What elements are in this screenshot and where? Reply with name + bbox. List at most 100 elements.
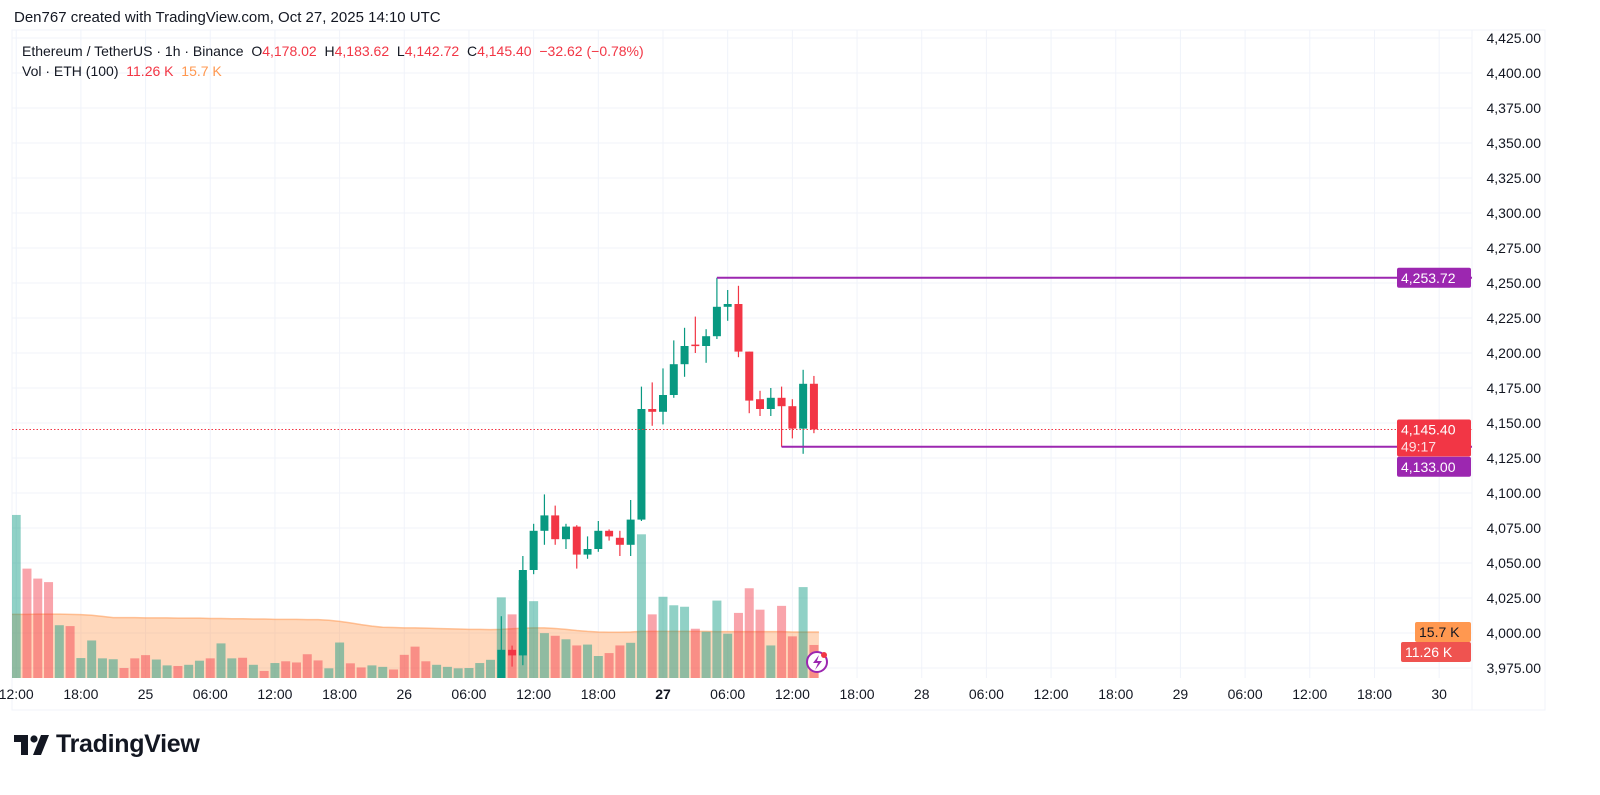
price-tick-label: 4,050.00	[1487, 555, 1542, 571]
candle-body	[777, 397, 786, 407]
candle-body	[583, 549, 592, 555]
resistance-price-label: 4,253.72	[1397, 267, 1471, 288]
candle-body	[626, 519, 635, 545]
lightning-icon-bolt	[813, 655, 822, 670]
volume-ma-line	[12, 613, 819, 634]
volume-bar	[486, 659, 496, 678]
candle-body	[669, 364, 678, 395]
candle-body	[734, 304, 743, 352]
time-tick-label: 28	[914, 686, 930, 702]
candle-body	[712, 306, 721, 337]
last-price-label-text: 49:17	[1401, 438, 1436, 454]
price-tick-label: 4,250.00	[1487, 275, 1542, 291]
volume-bar	[173, 665, 183, 678]
volume-title[interactable]: Vol · ETH (100)	[22, 63, 119, 79]
symbol-title[interactable]: Ethereum / TetherUS · 1h · Binance	[22, 43, 244, 59]
volume-bar	[669, 605, 679, 678]
price-tick-label: 4,375.00	[1487, 100, 1542, 116]
price-tick-label: 4,125.00	[1487, 450, 1542, 466]
candle-body	[659, 395, 667, 412]
volume-bar	[572, 645, 582, 678]
time-tick-label: 18:00	[840, 686, 875, 702]
volume-bar	[227, 658, 237, 678]
volume-bar	[593, 656, 603, 678]
tradingview-logo-icon	[14, 734, 49, 755]
volume-bar	[604, 653, 614, 678]
tradingview-logo[interactable]: TradingView	[14, 730, 200, 759]
support-price-label: 4,133.00	[1397, 456, 1471, 477]
time-tick-label: 18:00	[1357, 686, 1392, 702]
volume-bar	[464, 668, 474, 678]
volume-bar	[701, 631, 711, 678]
candles	[497, 277, 818, 678]
candle-body	[788, 406, 797, 429]
volume-bar	[378, 666, 388, 678]
candle-body	[745, 351, 754, 401]
volume-bar	[259, 670, 269, 678]
volume-bar	[87, 640, 97, 678]
volume-bar	[367, 665, 377, 678]
candle-body	[551, 515, 560, 540]
volume-bar	[356, 667, 366, 678]
time-tick-label: 30	[1431, 686, 1447, 702]
candle-body	[766, 397, 775, 409]
volume-bar	[270, 663, 280, 678]
candle-body	[723, 304, 732, 307]
time-tick-label: 06:00	[451, 686, 486, 702]
volume-bar	[647, 614, 657, 678]
volume-value: 11.26 K	[126, 63, 174, 79]
volume-ma-area	[12, 614, 819, 678]
time-tick-label: 29	[1173, 686, 1189, 702]
legend-volume-row: Vol · ETH (100) 11.26 K 15.7 K	[22, 61, 644, 81]
time-tick-label: 12:00	[516, 686, 551, 702]
volume-bar	[410, 646, 420, 678]
volume-bar	[755, 609, 765, 678]
volume-bar	[33, 578, 43, 678]
lightning-icon[interactable]	[806, 651, 828, 673]
volume-bar	[690, 628, 700, 678]
candle-body	[691, 344, 700, 347]
volume-bar	[561, 639, 571, 678]
price-tick-label: 4,150.00	[1487, 415, 1542, 431]
notification-dot	[821, 652, 827, 658]
time-tick-label: 18:00	[581, 686, 616, 702]
axes: 4,425.00 4,400.00 4,375.00 4,350.00 4,325.00…	[0, 30, 1541, 702]
volume-bar	[141, 655, 151, 678]
price-tick-label: 4,275.00	[1487, 240, 1542, 256]
volume-bar	[22, 568, 32, 678]
candle-body	[615, 537, 624, 545]
price-tick-label: 4,000.00	[1487, 625, 1542, 641]
resistance-price-label-bg	[1397, 267, 1471, 288]
candle-body	[648, 409, 657, 412]
volume-bar	[151, 659, 161, 678]
volume-bar	[130, 658, 140, 678]
horizontal-lines	[12, 276, 1472, 448]
price-tick-label: 4,350.00	[1487, 135, 1542, 151]
volume-bar	[539, 633, 549, 678]
volume-ma-label-text: 15.7 K	[1419, 624, 1460, 640]
volume-bar	[313, 660, 323, 678]
volume-bar	[442, 666, 452, 678]
price-tick-label: 4,300.00	[1487, 205, 1542, 221]
candle-body	[529, 530, 538, 570]
volume-bar	[216, 643, 226, 678]
candle-body	[561, 526, 570, 540]
volume-last-label-bg	[1401, 642, 1471, 662]
open-label: O	[251, 43, 263, 59]
candle-body	[799, 383, 808, 429]
price-tick-label: 4,400.00	[1487, 65, 1542, 81]
volume-bar	[733, 612, 743, 678]
price-tick-label: 4,425.00	[1487, 30, 1542, 46]
candle-body	[756, 399, 765, 409]
volume-ma-value: 15.7 K	[181, 63, 222, 79]
volume-bar	[335, 642, 345, 678]
volume-bar	[583, 644, 593, 678]
time-tick-label: 06:00	[710, 686, 745, 702]
volume-bar	[108, 659, 118, 678]
volume-bar	[615, 645, 625, 678]
candle-body	[637, 409, 646, 520]
volume-last-label-text: 11.26 K	[1405, 644, 1453, 660]
close-label: C	[466, 43, 478, 59]
